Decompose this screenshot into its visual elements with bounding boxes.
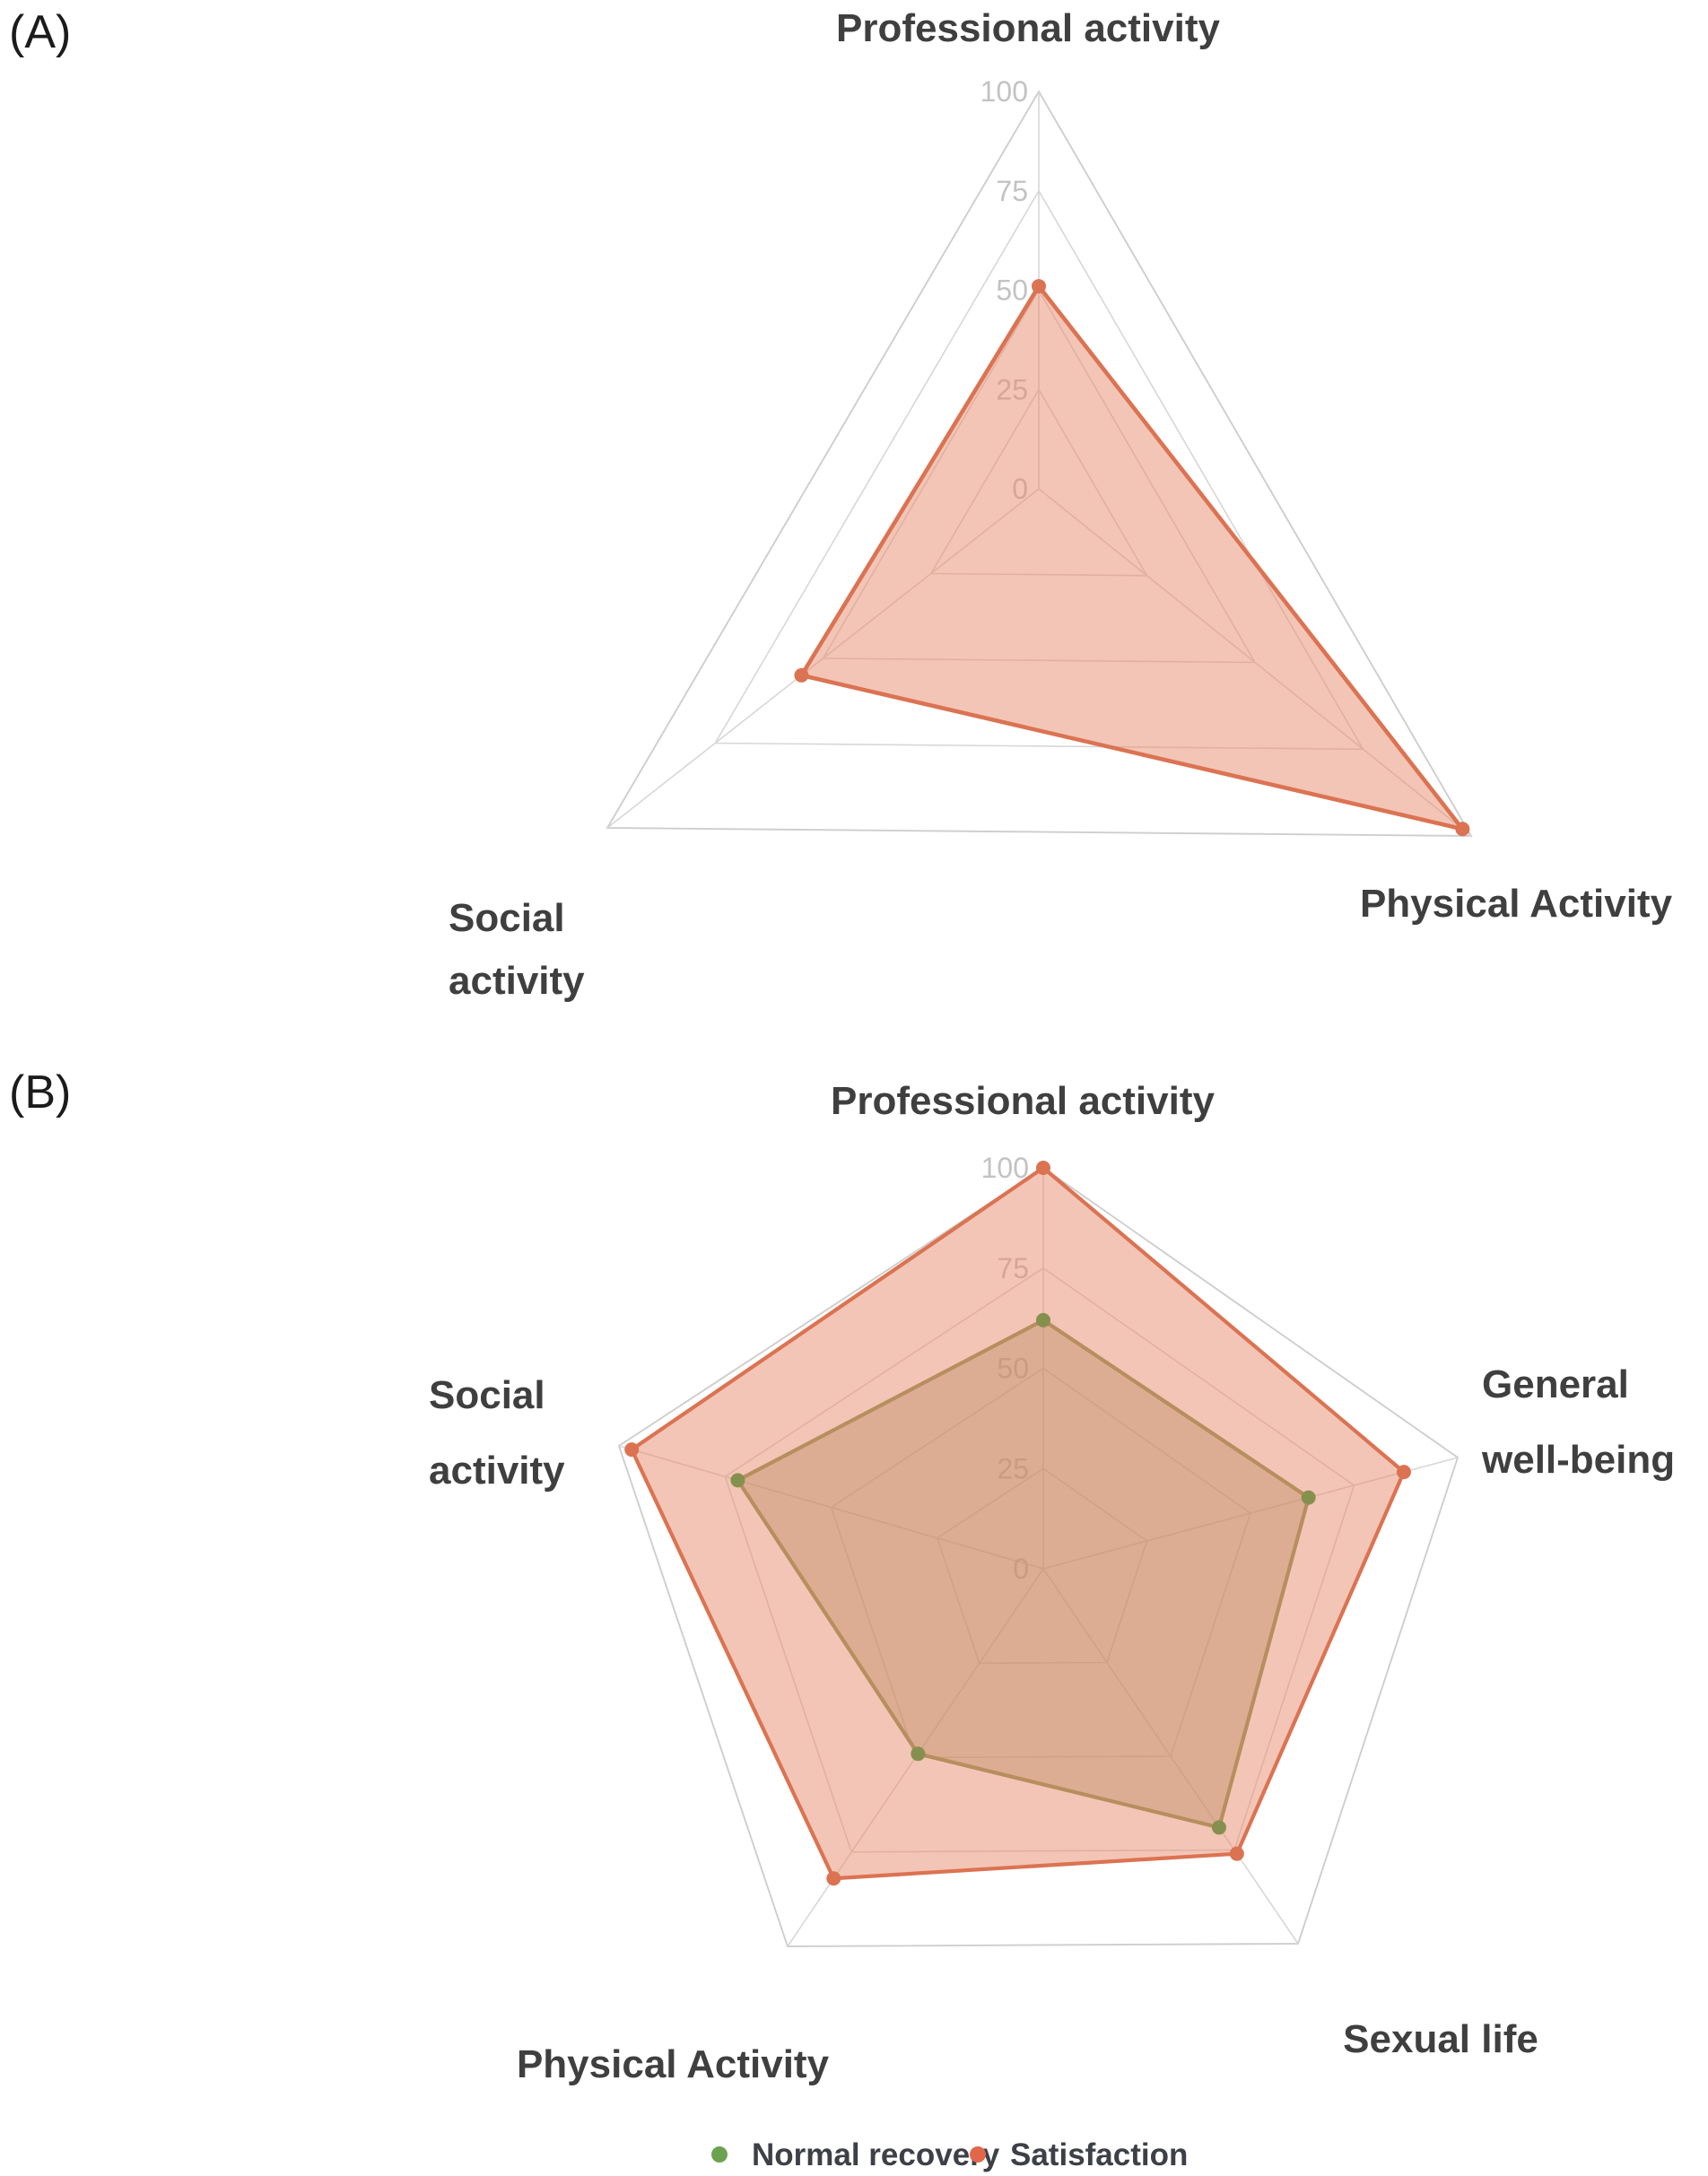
data-point-satisfaction-general-well-being bbox=[1396, 1465, 1411, 1480]
legend-label-normal-recovery: Normal recovery bbox=[752, 2137, 1000, 2172]
legend-marker-satisfaction-icon bbox=[970, 2146, 986, 2163]
data-point-satisfaction-physical-activity bbox=[826, 1871, 841, 1886]
tick-label-50: 50 bbox=[996, 274, 1028, 307]
axis-label-professional-activity: Professional activity bbox=[831, 1079, 1215, 1123]
data-point-satisfaction-social-activity bbox=[624, 1442, 640, 1458]
axis-label-sexual-life: Sexual life bbox=[1343, 2017, 1538, 2061]
data-point-normal-recovery-physical-activity bbox=[911, 1746, 926, 1762]
grid-ring-outer bbox=[606, 90, 1473, 837]
radar-chart-a: 1007550250Professional activityPhysical … bbox=[449, 6, 1673, 1003]
axis-label-social-activity: Social activity bbox=[449, 896, 585, 1003]
data-point-satisfaction-physical-activity bbox=[1455, 822, 1470, 837]
data-point-normal-recovery-professional-activity bbox=[1036, 1312, 1050, 1327]
legend-label-satisfaction: Satisfaction bbox=[1010, 2137, 1188, 2172]
tick-label-75: 75 bbox=[996, 175, 1028, 207]
legend: Normal recovery Satisfaction bbox=[711, 2137, 1188, 2172]
radar-chart-b: 1007550250Professional activityGeneralwe… bbox=[429, 1079, 1675, 2172]
data-point-normal-recovery-general-well-being bbox=[1301, 1490, 1316, 1505]
data-point-satisfaction-social-activity bbox=[794, 667, 809, 683]
legend-marker-normal-recovery-icon bbox=[711, 2146, 728, 2163]
axis-label-social-activity: Social activity bbox=[429, 1373, 565, 1493]
data-point-normal-recovery-social-activity bbox=[730, 1473, 745, 1488]
data-point-satisfaction-professional-activity bbox=[1036, 1161, 1050, 1175]
series-polygon-satisfaction bbox=[799, 283, 1465, 831]
panel-label-b: (B) bbox=[9, 1066, 72, 1118]
panel-label-a: (A) bbox=[9, 6, 72, 58]
data-point-normal-recovery-sexual-life bbox=[1211, 1820, 1226, 1835]
data-point-satisfaction-professional-activity bbox=[1032, 279, 1046, 294]
grid-ring bbox=[713, 189, 1364, 751]
data-point-satisfaction-sexual-life bbox=[1229, 1846, 1244, 1861]
axis-label-professional-activity: Professional activity bbox=[836, 6, 1220, 50]
tick-label-100: 100 bbox=[981, 1152, 1029, 1184]
axis-label-physical-activity: Physical Activity bbox=[1360, 882, 1673, 926]
tick-label-100: 100 bbox=[980, 75, 1028, 108]
series-polygon-satisfaction bbox=[630, 1165, 1407, 1881]
axis-label-physical-activity: Physical Activity bbox=[517, 2042, 830, 2086]
axis-label-general-well-being: General well-being bbox=[1481, 1362, 1675, 1482]
grid-ring-outer bbox=[617, 1166, 1460, 1947]
